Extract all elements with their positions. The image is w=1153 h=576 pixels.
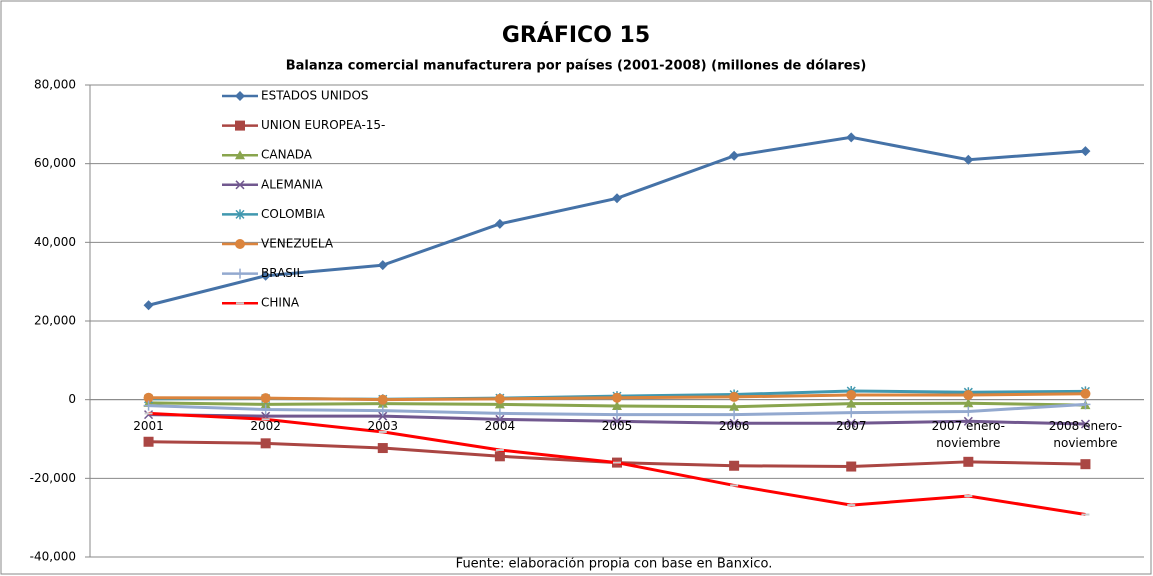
- y-tick-label: -40,000: [30, 550, 76, 564]
- y-tick-label: 40,000: [34, 235, 76, 249]
- marker: [729, 401, 740, 411]
- legend-marker: [235, 268, 245, 279]
- x-tick-label: 2002: [250, 418, 281, 433]
- legend-label: CHINA: [261, 296, 300, 310]
- legend-label: COLOMBIA: [261, 207, 326, 221]
- x-tick-label: 2006: [718, 418, 750, 433]
- marker: [494, 408, 505, 419]
- marker: [846, 398, 857, 408]
- marker: [729, 460, 740, 471]
- marker: [494, 393, 505, 404]
- series: [143, 399, 1091, 420]
- marker: [1080, 146, 1091, 157]
- marker: [612, 193, 622, 204]
- x-tick-label: 2003: [367, 418, 399, 433]
- marker: [846, 418, 856, 428]
- marker: [260, 393, 271, 404]
- legend-label: ALEMANIA: [261, 177, 324, 191]
- marker: [612, 392, 622, 403]
- marker: [963, 398, 974, 408]
- marker: [729, 409, 740, 420]
- legend-marker: [235, 91, 245, 101]
- chart-subtitle: Balanza comercial manufacturera por país…: [286, 59, 867, 74]
- legend-marker: [235, 209, 245, 220]
- legend-label: CANADA: [261, 148, 313, 162]
- marker: [846, 132, 857, 143]
- y-tick-label: 20,000: [34, 314, 76, 328]
- x-tick-label: 2007 enero-noviembre: [931, 418, 1005, 450]
- marker: [260, 270, 271, 281]
- marker: [612, 400, 622, 410]
- marker: [377, 260, 388, 271]
- x-tick-label: 2005: [601, 418, 633, 433]
- chart-title: GRÁFICO 15: [502, 22, 650, 48]
- marker: [963, 389, 974, 400]
- marker: [143, 300, 154, 311]
- marker: [377, 405, 388, 416]
- x-tick-label: 2008 enero-noviembre: [1048, 418, 1123, 450]
- marker: [378, 411, 388, 421]
- y-tick-label: 60,000: [34, 156, 76, 170]
- legend-label: UNION EUROPEA-15-: [261, 118, 385, 132]
- marker: [846, 389, 857, 400]
- legend-label: BRASIL: [261, 266, 303, 280]
- marker: [612, 416, 622, 426]
- marker: [1080, 419, 1090, 429]
- marker: [260, 399, 271, 409]
- marker: [377, 394, 388, 405]
- marker: [494, 451, 505, 462]
- marker: [377, 443, 388, 454]
- y-tick-label: 0: [68, 392, 76, 406]
- y-tick-label: -20,000: [30, 471, 76, 485]
- marker: [260, 438, 271, 449]
- legend-marker: [235, 180, 245, 190]
- marker: [963, 456, 974, 467]
- legend-marker: [235, 120, 245, 131]
- x-tick-label: 2007: [835, 418, 867, 433]
- marker: [495, 414, 505, 424]
- legend-label: ESTADOS UNIDOS: [261, 89, 369, 103]
- marker: [963, 154, 974, 165]
- series: [143, 132, 1091, 311]
- x-tick-label: 2001: [133, 418, 164, 433]
- marker: [494, 218, 505, 229]
- marker: [963, 416, 973, 426]
- marker: [729, 150, 740, 161]
- marker: [1080, 459, 1091, 470]
- marker: [143, 436, 154, 447]
- series: [144, 411, 1090, 517]
- legend-marker: [235, 150, 245, 160]
- marker: [1080, 388, 1091, 399]
- series: [143, 388, 1091, 405]
- marker: [143, 392, 154, 403]
- marker: [729, 418, 739, 428]
- marker: [729, 391, 740, 402]
- source-note: Fuente: elaboración propia con base en B…: [456, 557, 773, 572]
- legend-marker: [235, 239, 245, 249]
- marker: [1080, 399, 1091, 410]
- marker: [963, 406, 974, 417]
- marker: [260, 404, 271, 415]
- x-tick-label: 2004: [484, 418, 516, 433]
- marker: [612, 409, 622, 420]
- series: [144, 410, 1090, 429]
- y-tick-label: 80,000: [34, 78, 76, 92]
- marker: [846, 407, 857, 418]
- marker: [846, 461, 857, 472]
- marker: [143, 400, 154, 411]
- marker: [494, 399, 505, 409]
- legend-label: VENEZUELA: [261, 237, 334, 251]
